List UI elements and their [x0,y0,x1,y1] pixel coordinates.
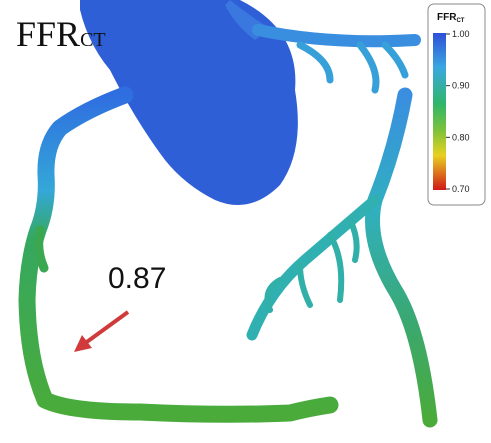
colorbar-tick-label: 1.00 [452,29,470,39]
annotation-label: 0.87 [108,262,166,295]
colorbar-title-main: FFR [437,12,457,23]
page: FFRCT 0.87 FFRCT 1.000.900.800.70 (() =>… [0,0,491,443]
colorbar-scale [433,33,446,190]
title-sub: CT [80,29,106,51]
colorbar-tick-label: 0.70 [452,184,470,194]
ffr-ct-view: FFRCT 0.87 FFRCT 1.000.900.800.70 [0,0,491,443]
colorbar-title-sub: CT [456,18,464,24]
title-main: FFR [16,14,80,54]
colorbar: FFRCT 1.00 0.90 0.80 0.70 [428,4,485,205]
annotation-arrow [74,312,128,352]
colorbar-tick-label: 0.80 [452,132,470,142]
colorbar-tick-label: 0.90 [452,81,470,91]
